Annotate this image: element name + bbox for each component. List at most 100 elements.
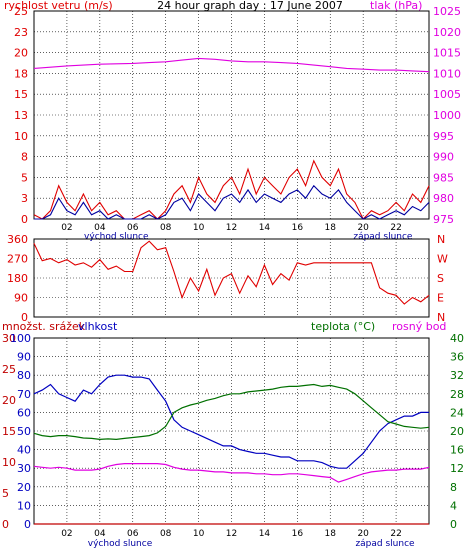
wind-speed-tick-label: 13: [14, 109, 28, 122]
x-tick-label: 18: [325, 529, 337, 539]
temperature-tick-label: 32: [450, 369, 464, 382]
humidity-tick-label: 50: [17, 425, 31, 438]
pressure-tick-label: 1000: [433, 109, 461, 122]
x-tick-label: 22: [390, 223, 401, 233]
pressure-tick-label: 975: [433, 213, 454, 226]
sunrise-label: východ slunce: [84, 232, 149, 242]
x-tick-label: 10: [193, 529, 205, 539]
temperature-tick-label: 0: [450, 518, 457, 531]
wind-speed-tick-label: 5: [21, 171, 28, 184]
temperature-tick-label: 16: [450, 444, 464, 457]
temperature-tick-label: 28: [450, 388, 464, 401]
rain-tick-label: 20: [2, 394, 16, 407]
pressure-tick-label: 1005: [433, 88, 461, 101]
rain-tick-label: 0: [2, 518, 9, 531]
temperature-tick-label: 12: [450, 462, 464, 475]
series-line-teplota: [33, 383, 430, 441]
rain-tick-label: 15: [2, 425, 16, 438]
pressure-tick-label: 990: [433, 151, 454, 164]
top-left-ticks: 0 3 5 8 10 13 15 18 20 23 25: [14, 5, 28, 226]
pressure-tick-label: 1010: [433, 67, 461, 80]
humidity-tick-label: 80: [17, 369, 31, 382]
bottom-x-ticks: 02 04 06 08 10 12 14 16 18 20 22: [61, 529, 402, 539]
rain-tick-label: 30: [2, 332, 16, 345]
wind-direction-x-gridlines: [66, 239, 397, 317]
bottom-x-gridlines: [66, 338, 397, 524]
x-tick-label: 02: [61, 529, 72, 539]
humidity-tick-label: 30: [17, 462, 31, 475]
humidity-tick-label: 60: [17, 406, 31, 419]
x-tick-label: 18: [325, 223, 337, 233]
compass-tick-label: E: [437, 292, 444, 305]
x-tick-label: 06: [127, 529, 139, 539]
wind-direction-tick-label: 0: [21, 311, 28, 324]
wind-speed-tick-label: 15: [14, 88, 28, 101]
x-tick-label: 14: [259, 223, 271, 233]
x-tick-label: 20: [357, 529, 369, 539]
rain-tick-label: 5: [2, 487, 9, 500]
x-tick-label: 16: [292, 223, 304, 233]
top-series: [33, 57, 430, 220]
wind-direction-tick-label: 90: [14, 292, 28, 305]
rain-ticks: 0 5 10 15 20 25 30: [2, 332, 16, 531]
humidity-tick-label: 40: [17, 444, 31, 457]
wind-speed-tick-label: 10: [14, 130, 28, 143]
wind-speed-tick-label: 0: [21, 213, 28, 226]
x-tick-label: 08: [160, 223, 172, 233]
x-tick-label: 10: [193, 223, 205, 233]
wind-speed-tick-label: 23: [14, 26, 28, 39]
x-tick-label: 02: [61, 223, 72, 233]
top-right-ticks: 975 980 985 990 995 1000 1005 1010 1015 1020 1025: [433, 5, 461, 226]
x-tick-label: 14: [259, 529, 271, 539]
temperature-axis-label: teplota (°C): [311, 320, 375, 333]
humidity-axis-label: vlhkost: [78, 320, 118, 333]
wind-speed-axis-label: rychlost vetru (m/s): [4, 0, 113, 12]
pressure-tick-label: 980: [433, 192, 454, 205]
wind-direction-tick-label: 180: [7, 272, 28, 285]
temperature-tick-label: 36: [450, 351, 464, 364]
x-tick-label: 12: [226, 529, 237, 539]
x-tick-label: 20: [357, 223, 369, 233]
wind-direction-tick-label: 360: [7, 233, 28, 246]
compass-tick-label: N: [437, 233, 445, 246]
x-tick-label: 04: [94, 529, 106, 539]
temperature-tick-label: 40: [450, 332, 464, 345]
temperature-ticks: 0 4 8 12 16 20 24 28 32 36 40: [450, 332, 464, 531]
wind-speed-tick-label: 18: [14, 67, 28, 80]
x-tick-label: 12: [226, 223, 237, 233]
pressure-tick-label: 995: [433, 130, 454, 143]
series-line-rychlost: [34, 184, 430, 220]
humidity-ticks: 0 10 20 30 40 50 60 70 80 90 100: [10, 332, 31, 531]
pressure-tick-label: 1020: [433, 26, 461, 39]
humidity-tick-label: 10: [17, 499, 31, 512]
compass-tick-label: S: [437, 272, 444, 285]
series-line-tlak: [33, 57, 430, 73]
wind-direction-series: [33, 240, 430, 305]
sunset-label-bottom: západ slunce: [355, 539, 415, 549]
pressure-tick-label: 985: [433, 171, 454, 184]
rain-axis-label: množst. srážek: [2, 320, 86, 333]
humidity-tick-label: 90: [17, 351, 31, 364]
sunrise-label-bottom: východ slunce: [88, 539, 153, 549]
x-tick-label: 22: [390, 529, 401, 539]
x-tick-label: 16: [292, 529, 304, 539]
compass-tick-label: W: [437, 253, 448, 266]
temperature-tick-label: 4: [450, 499, 457, 512]
rain-tick-label: 25: [2, 363, 16, 376]
wind-speed-tick-label: 25: [14, 5, 28, 18]
humidity-tick-label: 20: [17, 481, 31, 494]
humidity-tick-label: 100: [10, 332, 31, 345]
wind-speed-tick-label: 8: [21, 151, 28, 164]
x-tick-label: 06: [127, 223, 139, 233]
series-line-rosný bod: [33, 463, 430, 483]
humidity-tick-label: 0: [24, 518, 31, 531]
series-line-vlhkost: [33, 374, 429, 469]
compass-tick-label: N: [437, 311, 445, 324]
x-tick-label: 04: [94, 223, 106, 233]
chart-title: 24 hour graph day : 17 June 2007: [157, 0, 343, 12]
sunset-label: západ slunce: [353, 232, 413, 242]
wind-direction-left-ticks: 0 90 180 270 360: [7, 233, 28, 324]
rain-tick-label: 10: [2, 456, 16, 469]
